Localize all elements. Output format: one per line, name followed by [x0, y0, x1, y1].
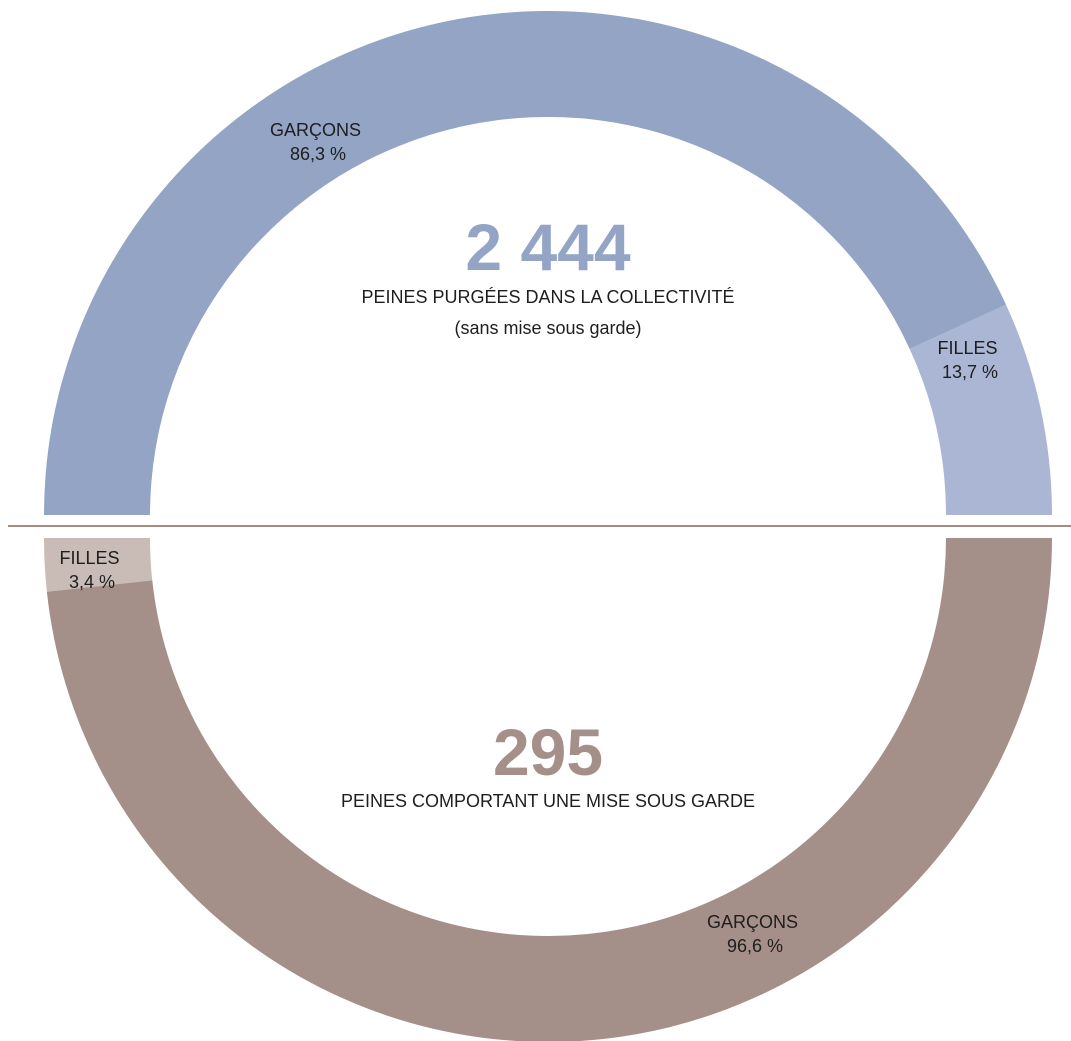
label-garcons-custody: GARÇONS 96,6 %	[707, 912, 803, 956]
label-garcons-community-name: GARÇONS	[270, 120, 361, 140]
label-filles-community-value: 13,7 %	[942, 362, 998, 382]
total-community: 2 444	[465, 210, 630, 284]
label-garcons-community-value: 86,3 %	[290, 144, 346, 164]
slice-filles-community	[909, 304, 1052, 515]
label-filles-custody-value: 3,4 %	[69, 572, 115, 592]
label-garcons-custody-value: 96,6 %	[727, 936, 783, 956]
label-garcons-custody-name: GARÇONS	[707, 912, 798, 932]
label-filles-community: FILLES 13,7 %	[937, 338, 1002, 382]
label-filles-community-name: FILLES	[937, 338, 997, 358]
bottom-half-donut: FILLES 3,4 % GARÇONS 96,6 % 295 PEINES C…	[44, 538, 1052, 1041]
caption-community: PEINES PURGÉES DANS LA COLLECTIVITÉ	[361, 287, 734, 307]
slice-garcons-custody	[46, 538, 1052, 1041]
slice-garcons-community	[44, 10, 1007, 515]
caption-custody: PEINES COMPORTANT UNE MISE SOUS GARDE	[341, 791, 755, 811]
label-garcons-community: GARÇONS 86,3 %	[270, 120, 366, 164]
top-half-donut: GARÇONS 86,3 % FILLES 13,7 % 2 444 PEINE…	[44, 10, 1052, 515]
label-filles-custody: FILLES 3,4 %	[59, 548, 124, 592]
label-filles-custody-name: FILLES	[59, 548, 119, 568]
total-custody: 295	[493, 715, 603, 789]
subcaption-community: (sans mise sous garde)	[454, 318, 641, 338]
slice-filles-custody	[44, 538, 153, 592]
